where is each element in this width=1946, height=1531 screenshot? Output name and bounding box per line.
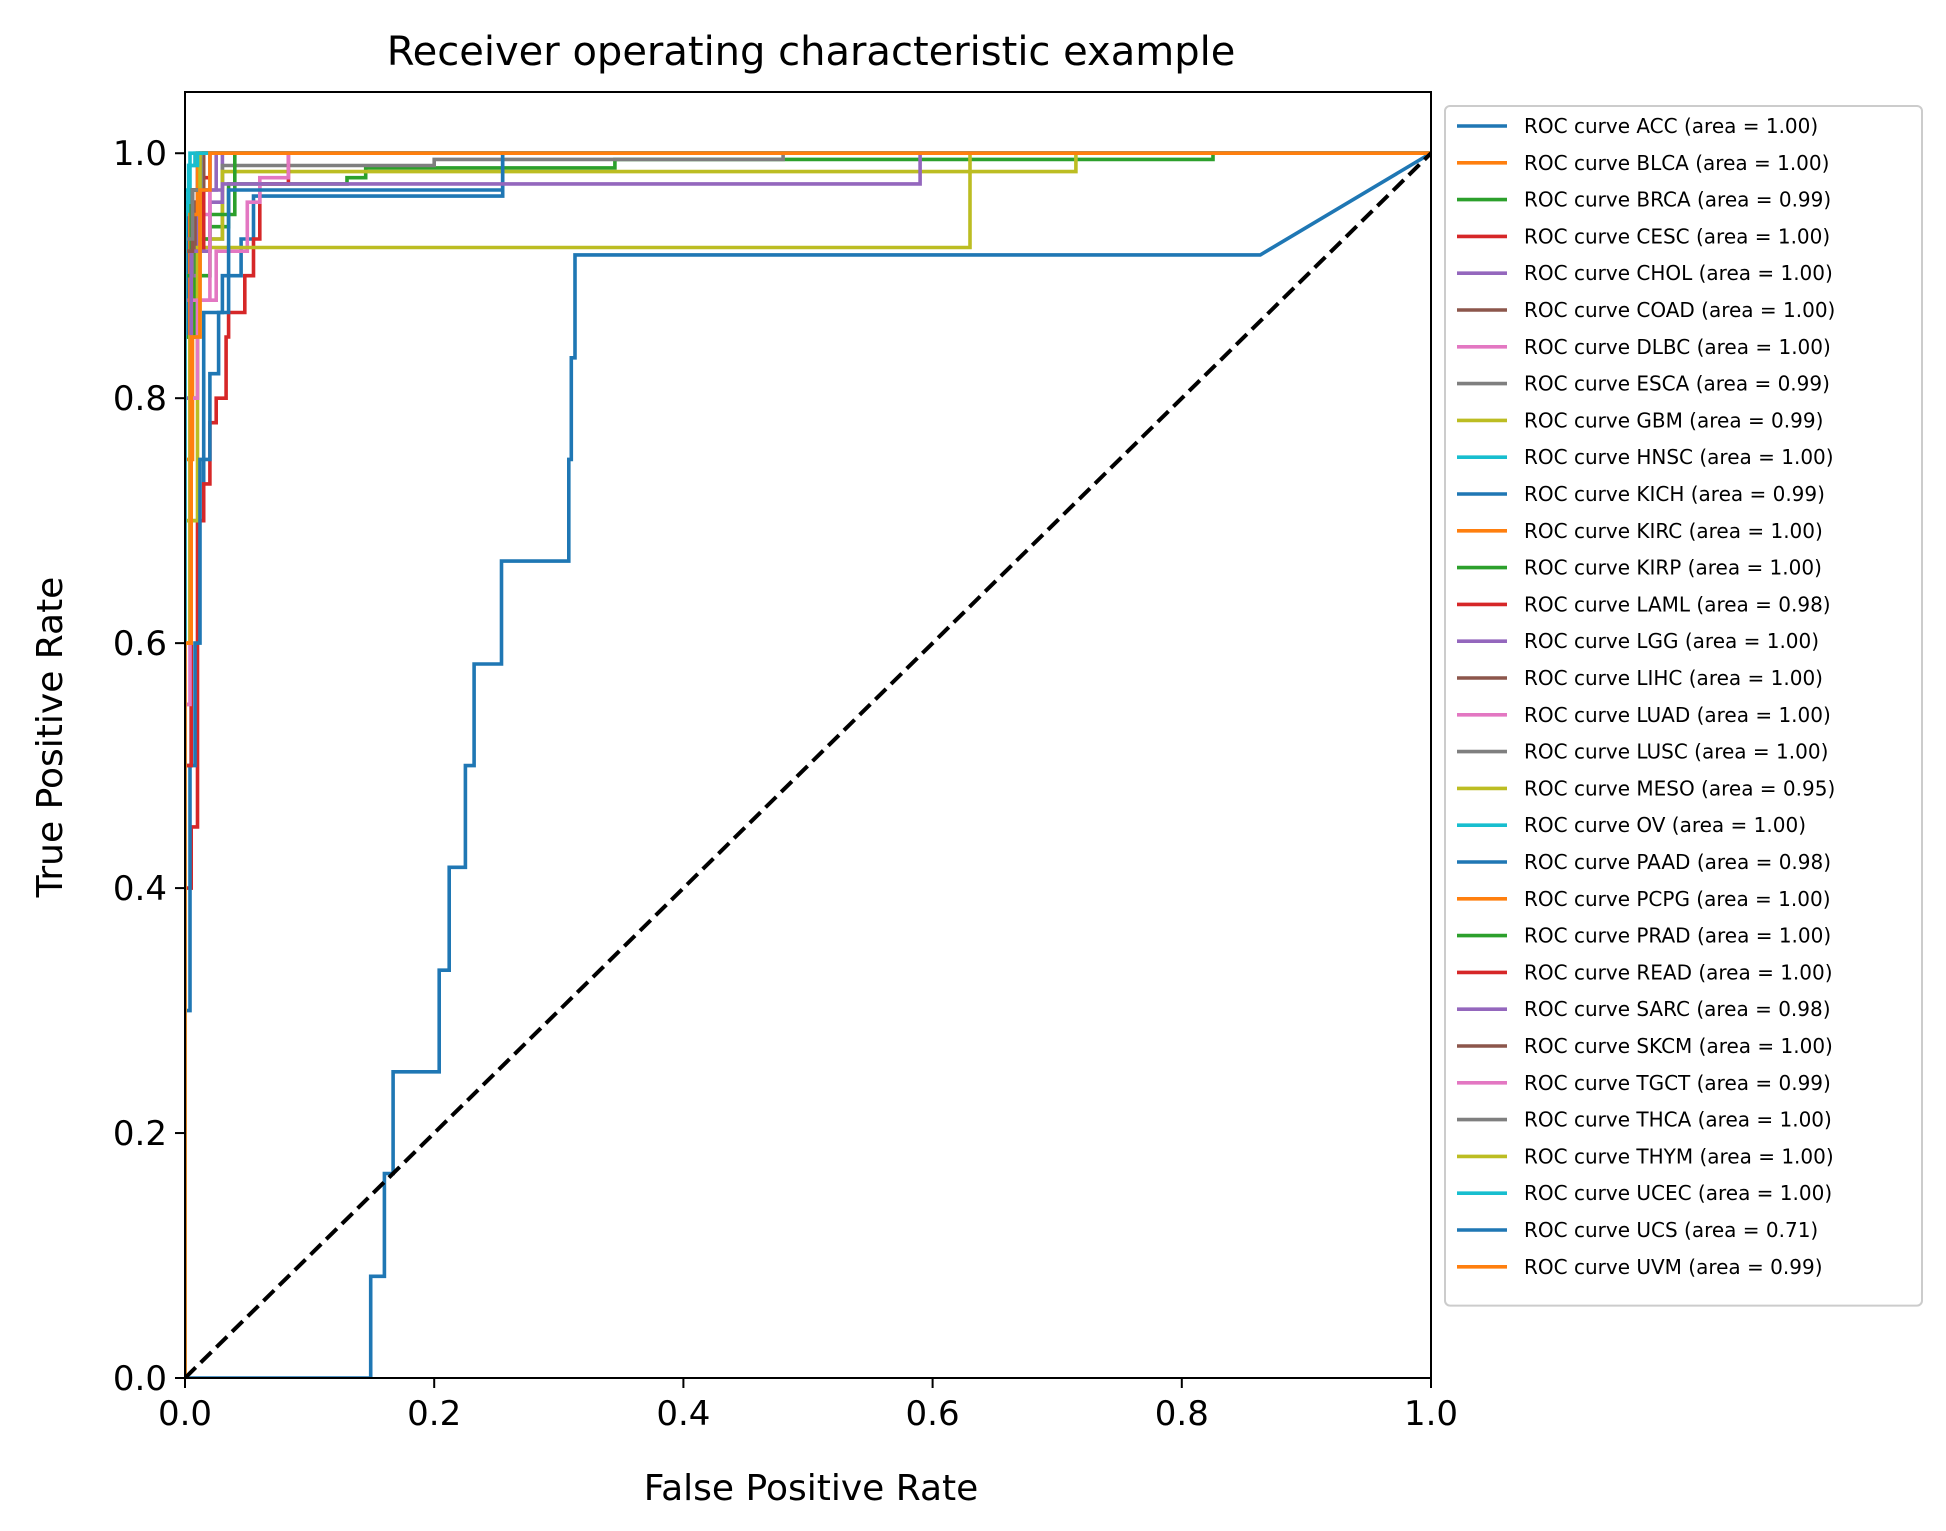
legend-label: ROC curve READ (area = 1.00) [1524, 960, 1833, 984]
roc-series-line [185, 151, 1431, 1378]
y-tick-label: 0.2 [113, 1114, 167, 1154]
legend-label: ROC curve CHOL (area = 1.00) [1524, 261, 1833, 285]
legend-label: ROC curve SKCM (area = 1.00) [1524, 1034, 1833, 1058]
legend-label: ROC curve LUSC (area = 1.00) [1524, 740, 1828, 764]
series-layer [185, 151, 1431, 1378]
chart-title: Receiver operating characteristic exampl… [387, 29, 1236, 75]
y-tick-label: 0.4 [113, 869, 167, 909]
y-tick-label: 1.0 [113, 134, 167, 174]
y-axis-label: True Positive Rate [30, 577, 71, 899]
legend-label: ROC curve CESC (area = 1.00) [1524, 224, 1830, 248]
x-axis-label: False Positive Rate [644, 1468, 979, 1509]
y-tick-label: 0.6 [113, 624, 167, 664]
plot-frame [184, 91, 1432, 1379]
legend-label: ROC curve BLCA (area = 1.00) [1524, 151, 1829, 175]
x-tick-label: 0.2 [407, 1394, 461, 1434]
legend-label: ROC curve TGCT (area = 0.99) [1524, 1071, 1831, 1095]
x-tick-label: 0.6 [906, 1394, 960, 1434]
legend-label: ROC curve UCEC (area = 1.00) [1524, 1181, 1832, 1205]
roc-series-line [185, 151, 1431, 1378]
legend-label: ROC curve BRCA (area = 0.99) [1524, 188, 1831, 212]
legend-label: ROC curve SARC (area = 0.98) [1524, 997, 1831, 1021]
legend-label: ROC curve KIRC (area = 1.00) [1524, 519, 1823, 543]
roc-series-line [185, 151, 1431, 1378]
legend-label: ROC curve GBM (area = 0.99) [1524, 408, 1823, 432]
legend-label: ROC curve LAML (area = 0.98) [1524, 592, 1831, 616]
legend-frame [1444, 105, 1923, 1307]
legend-label: ROC curve LUAD (area = 1.00) [1524, 703, 1831, 727]
legend-label: ROC curve COAD (area = 1.00) [1524, 298, 1835, 322]
x-tick-label: 1.0 [1404, 1394, 1458, 1434]
legend-label: ROC curve THYM (area = 1.00) [1524, 1144, 1834, 1168]
x-tick-label: 0.4 [656, 1394, 710, 1434]
legend-label: ROC curve THCA (area = 1.00) [1524, 1108, 1832, 1132]
y-tick-label: 0.0 [113, 1359, 167, 1399]
legend-label: ROC curve UCS (area = 0.71) [1524, 1218, 1818, 1242]
x-tick-label: 0.0 [158, 1394, 212, 1434]
legend-label: ROC curve HNSC (area = 1.00) [1524, 445, 1834, 469]
legend-label: ROC curve MESO (area = 0.95) [1524, 776, 1835, 800]
legend-label: ROC curve PRAD (area = 1.00) [1524, 924, 1831, 948]
legend-label: ROC curve KICH (area = 0.99) [1524, 482, 1825, 506]
legend-label: ROC curve KIRP (area = 1.00) [1524, 556, 1822, 580]
legend-label: ROC curve LIHC (area = 1.00) [1524, 666, 1823, 690]
legend-label: ROC curve OV (area = 1.00) [1524, 813, 1806, 837]
x-tick-label: 0.8 [1155, 1394, 1209, 1434]
y-tick-label: 0.8 [113, 379, 167, 419]
roc-series-line [185, 151, 1431, 1378]
legend-label: ROC curve ACC (area = 1.00) [1524, 114, 1818, 138]
chance-diagonal-line [185, 151, 1431, 1378]
legend-label: ROC curve PAAD (area = 0.98) [1524, 850, 1831, 874]
roc-series-line [185, 151, 1431, 1378]
axes-layer: 0.0 0.2 0.4 0.6 0.8 1.0 0.0 0.2 0.4 0.6 0.8 1.0 [113, 91, 1458, 1434]
legend-label: ROC curve LGG (area = 1.00) [1524, 629, 1819, 653]
legend-label: ROC curve UVM (area = 0.99) [1524, 1255, 1823, 1279]
legend-label: ROC curve PCPG (area = 1.00) [1524, 887, 1831, 911]
legend-label: ROC curve DLBC (area = 1.00) [1524, 335, 1831, 359]
legend-label: ROC curve ESCA (area = 0.99) [1524, 372, 1830, 396]
legend: ROC curve ACC (area = 1.00) ROC curve BLC… [1444, 105, 1923, 1307]
